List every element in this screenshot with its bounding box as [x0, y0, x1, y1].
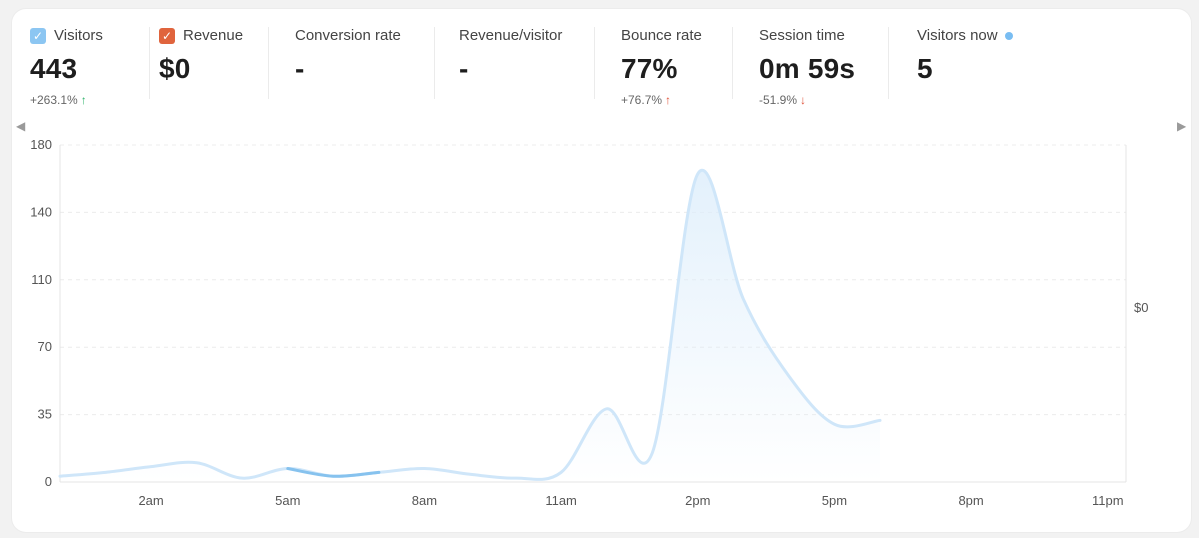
- x-tick-label: 8pm: [958, 493, 983, 508]
- x-axis-ticks: 2am 5am 8am 11am 2pm 5pm 8pm 11pm: [138, 493, 1123, 508]
- divider: [268, 27, 269, 99]
- divider: [149, 27, 150, 99]
- metric-revenue-per-visitor[interactable]: Revenue/visitor -: [459, 9, 595, 109]
- metric-revenue-value: $0: [159, 53, 191, 84]
- data-point-5pm[interactable]: [831, 421, 837, 427]
- y-tick-label: 70: [38, 339, 52, 354]
- y-tick-label: 35: [38, 407, 52, 422]
- data-point-3pm[interactable]: [740, 296, 746, 302]
- metric-bounce-rate-label: Bounce rate: [621, 27, 702, 44]
- data-point-12pm[interactable]: [604, 406, 610, 412]
- data-point-6pm[interactable]: [877, 417, 883, 423]
- visitors-area: [60, 170, 880, 482]
- grid-lines: [60, 144, 1126, 416]
- x-tick-label: 8am: [412, 493, 437, 508]
- metric-bounce-rate-change-value: +76.7%: [621, 93, 663, 107]
- data-point-9am[interactable]: [467, 471, 473, 477]
- metric-session-time[interactable]: Session time 0m 59s -51.9% ↓: [759, 9, 889, 109]
- data-point-8am[interactable]: [421, 466, 427, 472]
- x-tick-label: 2pm: [685, 493, 710, 508]
- x-tick-label: 5pm: [822, 493, 847, 508]
- chevron-right-icon[interactable]: ▶: [1177, 119, 1187, 133]
- metric-visitors-now-value: 5: [917, 53, 933, 84]
- visitors-line[interactable]: [58, 168, 882, 481]
- metric-bounce-rate-value: 77%: [621, 53, 678, 84]
- analytics-card: ✓ Visitors 443 +263.1% ↑ ✓ Revenue $0 Con…: [12, 9, 1191, 532]
- visitors-line-highlight[interactable]: [286, 467, 381, 478]
- data-point-1pm[interactable]: [649, 450, 655, 456]
- metric-bounce-rate[interactable]: Bounce rate 77% +76.7% ↑: [621, 9, 733, 109]
- metric-visitors-change-value: +263.1%: [30, 93, 78, 107]
- arrow-up-icon: ↑: [665, 93, 672, 107]
- visitors-checkbox[interactable]: ✓: [30, 27, 46, 44]
- metric-revenue[interactable]: ✓ Revenue $0: [159, 9, 269, 109]
- data-point-12am[interactable]: [57, 473, 63, 479]
- y-axis-ticks: 0 35 70 110 140 180: [30, 137, 52, 489]
- data-point-7am[interactable]: [376, 469, 382, 475]
- metric-visitors-label: Visitors: [54, 27, 103, 44]
- live-dot-icon: [1004, 31, 1013, 40]
- data-point-4pm[interactable]: [786, 373, 792, 379]
- data-point-11am[interactable]: [558, 469, 564, 475]
- arrow-down-icon: ↓: [800, 93, 807, 107]
- metric-conversion-rate-value: -: [295, 53, 305, 84]
- visitors-chart: 0 35 70 110 140 180 2am 5am 8am 11am 2pm 5pm 8pm 11p…: [30, 137, 1148, 508]
- metric-conversion-rate[interactable]: Conversion rate -: [295, 9, 435, 109]
- metric-session-time-change-value: -51.9%: [759, 93, 798, 107]
- y-tick-label: 110: [31, 272, 52, 287]
- data-point-10am[interactable]: [513, 475, 519, 481]
- arrow-up-icon: ↑: [80, 93, 87, 107]
- metrics-bar: ✓ Visitors 443 +263.1% ↑ ✓ Revenue $0 Con…: [12, 9, 1191, 119]
- divider: [888, 27, 889, 99]
- metric-bounce-rate-change: +76.7% ↑: [621, 93, 671, 107]
- divider: [434, 27, 435, 99]
- metric-revenue-label-row: ✓ Revenue: [159, 27, 243, 44]
- metric-revenue-label: Revenue: [183, 27, 244, 44]
- metric-session-time-change: -51.9% ↓: [759, 93, 806, 107]
- metric-revenue-per-visitor-value: -: [459, 53, 469, 84]
- divider: [732, 27, 733, 99]
- metric-visitors-now-label-row: Visitors now: [917, 27, 1013, 44]
- data-point-2pm[interactable]: [695, 171, 701, 177]
- metric-visitors-label-row: ✓ Visitors: [30, 27, 103, 44]
- y-tick-label: 180: [30, 137, 52, 152]
- metric-session-time-label: Session time: [759, 27, 845, 44]
- x-tick-label: 11pm: [1092, 493, 1124, 508]
- y-tick-label: 140: [30, 204, 52, 219]
- revenue-checkbox[interactable]: ✓: [159, 27, 175, 44]
- metric-session-time-value: 0m 59s: [759, 53, 856, 84]
- x-tick-label: 5am: [275, 493, 300, 508]
- data-point-6am[interactable]: [330, 473, 336, 479]
- divider: [594, 27, 595, 99]
- data-point-1am[interactable]: [103, 469, 109, 475]
- metric-visitors-now-label: Visitors now: [917, 27, 998, 44]
- metric-visitors-now[interactable]: Visitors now 5: [917, 9, 1057, 109]
- metric-visitors[interactable]: ✓ Visitors 443 +263.1% ↑: [30, 9, 150, 109]
- metric-revenue-per-visitor-label: Revenue/visitor: [459, 27, 563, 44]
- metric-visitors-change: +263.1% ↑: [30, 93, 87, 107]
- y-tick-label: 0: [45, 474, 52, 489]
- data-point-3am[interactable]: [194, 460, 200, 466]
- data-point-4am[interactable]: [239, 475, 245, 481]
- right-axis-label: $0: [1134, 300, 1148, 315]
- chevron-left-icon[interactable]: ◀: [16, 119, 26, 133]
- x-tick-label: 11am: [545, 493, 577, 508]
- data-point-5am[interactable]: [285, 466, 291, 472]
- metric-conversion-rate-label: Conversion rate: [295, 27, 401, 44]
- data-point-2am[interactable]: [148, 464, 154, 470]
- x-tick-label: 2am: [138, 493, 163, 508]
- metric-visitors-value: 443: [30, 53, 78, 84]
